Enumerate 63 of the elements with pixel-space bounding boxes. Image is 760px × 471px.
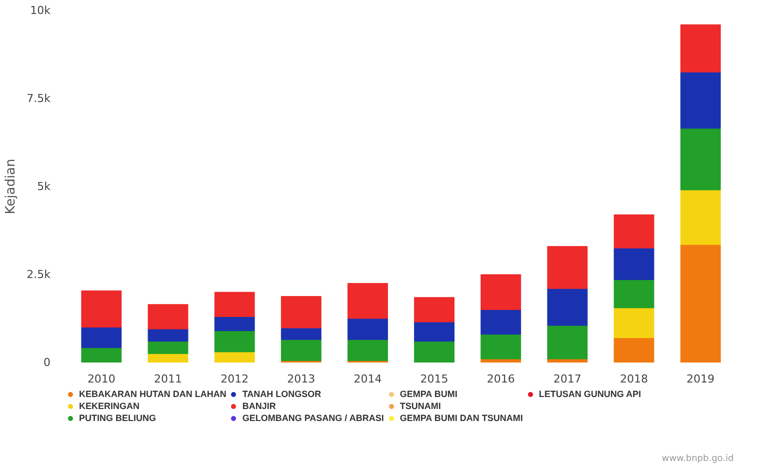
bar: [214, 292, 255, 317]
bar: [347, 339, 388, 361]
x-tick-label: 2015: [420, 372, 448, 386]
y-tick-label: 2.5k: [26, 268, 52, 281]
legend-label: TANAH LONGSOR: [242, 389, 322, 399]
legend-label: KEBAKARAN HUTAN DAN LAHAN: [79, 389, 226, 399]
x-tick-label: 2012: [220, 372, 249, 386]
bar: [148, 328, 188, 342]
bar: [414, 341, 455, 362]
bar: [280, 339, 322, 361]
y-tick-label: 0: [44, 356, 50, 369]
legend-label: GEMPA BUMI: [400, 389, 458, 399]
y-tick-label: 10k: [30, 4, 52, 17]
bar: [148, 341, 188, 354]
bar: [214, 352, 255, 362]
bar: [614, 214, 654, 248]
bar: [614, 308, 654, 338]
bar: [81, 327, 122, 348]
bar: [614, 338, 654, 362]
bar: [680, 24, 721, 72]
bar: [81, 290, 122, 328]
x-tick-label: 2019: [686, 372, 715, 386]
legend-label: TSUNAMI: [400, 401, 441, 411]
x-tick-label: 2014: [354, 372, 382, 386]
legend-label: PUTING BELIUNG: [79, 413, 156, 423]
x-tick-label: 2013: [287, 372, 316, 386]
bar: [680, 72, 721, 129]
bar: [81, 347, 122, 362]
text: www.bnpb.go.id: [662, 454, 734, 464]
bar: [414, 322, 455, 342]
x-tick-label: 2016: [486, 372, 515, 386]
y-axis-title: Kejadian: [4, 158, 19, 214]
bar: [148, 353, 188, 362]
bar: [547, 288, 588, 326]
bar: [680, 244, 721, 362]
bar: [480, 309, 522, 335]
bar: [547, 246, 588, 289]
bar: [480, 334, 522, 360]
bar: [214, 330, 255, 352]
bar: [148, 304, 188, 330]
bar: [347, 283, 388, 319]
legend-label: GEMPA BUMI DAN TSUNAMI: [400, 413, 523, 423]
bar: [414, 297, 455, 322]
legend-label: GELOMBANG PASANG / ABRASI: [242, 413, 384, 423]
bar: [547, 325, 588, 360]
bar: [214, 316, 255, 332]
legend-label: LETUSAN GUNUNG API: [538, 389, 642, 399]
bar: [614, 248, 654, 280]
bar: [480, 274, 522, 310]
y-tick-label: 7.5k: [26, 92, 52, 105]
bar: [280, 296, 322, 328]
legend-label: BANJIR: [242, 401, 276, 411]
bar: [280, 328, 322, 340]
bar: [680, 190, 721, 245]
x-tick-label: 2010: [87, 372, 116, 386]
bar: [347, 318, 388, 340]
bar: [614, 280, 654, 308]
legend-label: KEKERINGAN: [79, 401, 140, 411]
x-tick-label: 2017: [553, 372, 582, 386]
y-tick-label: 5k: [37, 180, 52, 193]
bar: [680, 128, 721, 190]
x-tick-label: 2011: [154, 372, 182, 386]
x-tick-label: 2018: [620, 372, 648, 386]
